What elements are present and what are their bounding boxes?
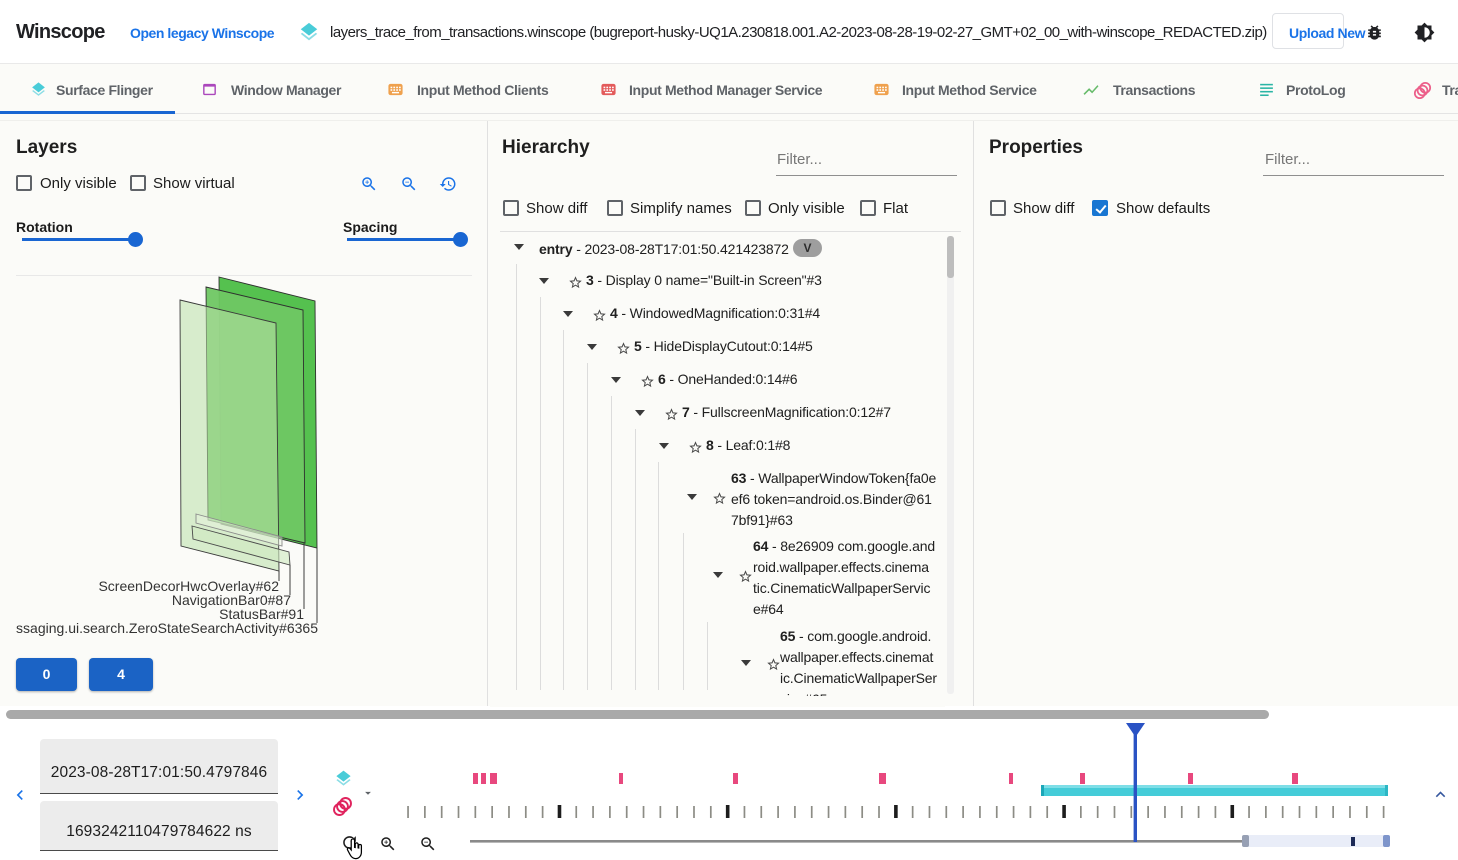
svg-text:ssaging.ui.search.ZeroStateSea: ssaging.ui.search.ZeroStateSearchActivit… xyxy=(16,620,318,636)
svg-text:ScreenDecorHwcOverlay#62: ScreenDecorHwcOverlay#62 xyxy=(98,578,279,594)
svg-text:NavigationBar0#87: NavigationBar0#87 xyxy=(172,592,291,608)
svg-text:StatusBar#91: StatusBar#91 xyxy=(219,606,304,622)
